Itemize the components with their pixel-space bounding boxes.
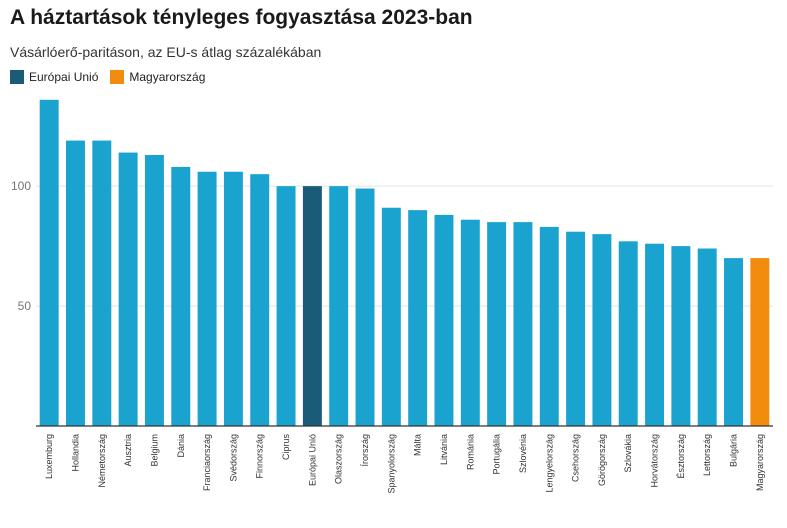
legend-swatch-hungary [110, 70, 125, 84]
legend-item-eu: Európai Unió [10, 70, 98, 84]
x-tick-label: Görögország [597, 434, 607, 486]
bar [750, 258, 770, 426]
x-tick-label: Csehország [571, 434, 581, 482]
legend-label-eu: Európai Unió [29, 70, 99, 84]
bar [39, 99, 59, 426]
x-tick-label: Franciaország [202, 434, 212, 491]
x-tick-label: Németország [97, 434, 107, 488]
legend-item-hungary: Magyarország [110, 70, 205, 84]
x-tick-label: Lengyelország [544, 434, 554, 493]
bar [566, 231, 586, 426]
bar [513, 222, 533, 426]
x-tick-label: Olaszország [334, 434, 344, 484]
bar [144, 154, 164, 426]
bar [434, 214, 454, 426]
x-tick-label: Spanyolország [386, 434, 396, 494]
x-tick-label: Hollandia [70, 434, 80, 472]
legend-label-hungary: Magyarország [129, 70, 206, 84]
bar [460, 219, 480, 426]
x-tick-label: Dánia [176, 434, 186, 458]
bar [250, 174, 270, 426]
x-tick-label: Svédország [228, 434, 238, 482]
bar [223, 171, 243, 426]
bar [302, 186, 322, 426]
bar [355, 188, 375, 426]
x-tick-label: Finnország [255, 434, 265, 479]
x-tick-label: Észtország [676, 434, 686, 479]
x-tick-label: Szlovénia [518, 434, 528, 473]
x-tick-label: Szlovákia [623, 434, 633, 473]
chart-title: A háztartások tényleges fogyasztása 2023… [10, 6, 473, 29]
x-tick-label: Írország [360, 434, 370, 467]
bar [329, 186, 349, 426]
x-tick-label: Portugália [492, 434, 502, 475]
x-tick-label: Málta [413, 434, 423, 456]
bar [408, 210, 428, 426]
x-tick-label: Luxemburg [44, 434, 54, 479]
x-tick-label: Magyarország [755, 434, 765, 491]
bar [381, 207, 401, 426]
bar [645, 243, 665, 426]
bar [276, 186, 296, 426]
chart-subtitle: Vásárlóerő-paritáson, az EU-s átlag száz… [10, 44, 322, 60]
y-tick-label-50: 50 [18, 299, 32, 313]
x-tick-label: Románia [465, 434, 475, 470]
bar [618, 241, 638, 426]
y-tick-label-100: 100 [11, 179, 31, 193]
bar [671, 246, 691, 426]
bar [539, 226, 559, 426]
x-tick-label: Ausztria [123, 434, 133, 467]
x-tick-label: Ciprus [281, 434, 291, 461]
bar [724, 258, 743, 426]
bar [592, 234, 612, 426]
bar [92, 140, 112, 427]
legend-swatch-eu [10, 70, 24, 84]
x-tick-label: Európai Unió [307, 434, 317, 486]
legend: Európai Unió Magyarország [10, 70, 217, 84]
bar [118, 152, 138, 426]
bar [697, 248, 717, 426]
x-tick-label: Bulgária [729, 434, 739, 467]
x-tick-label: Horvátország [650, 434, 660, 488]
x-tick-label: Belgium [149, 434, 159, 467]
x-tick-label: Lettország [702, 434, 712, 476]
bar [171, 166, 191, 426]
x-tick-label: Litvánia [439, 434, 449, 465]
bar [66, 140, 85, 427]
bar [487, 222, 507, 426]
bar [197, 171, 217, 426]
